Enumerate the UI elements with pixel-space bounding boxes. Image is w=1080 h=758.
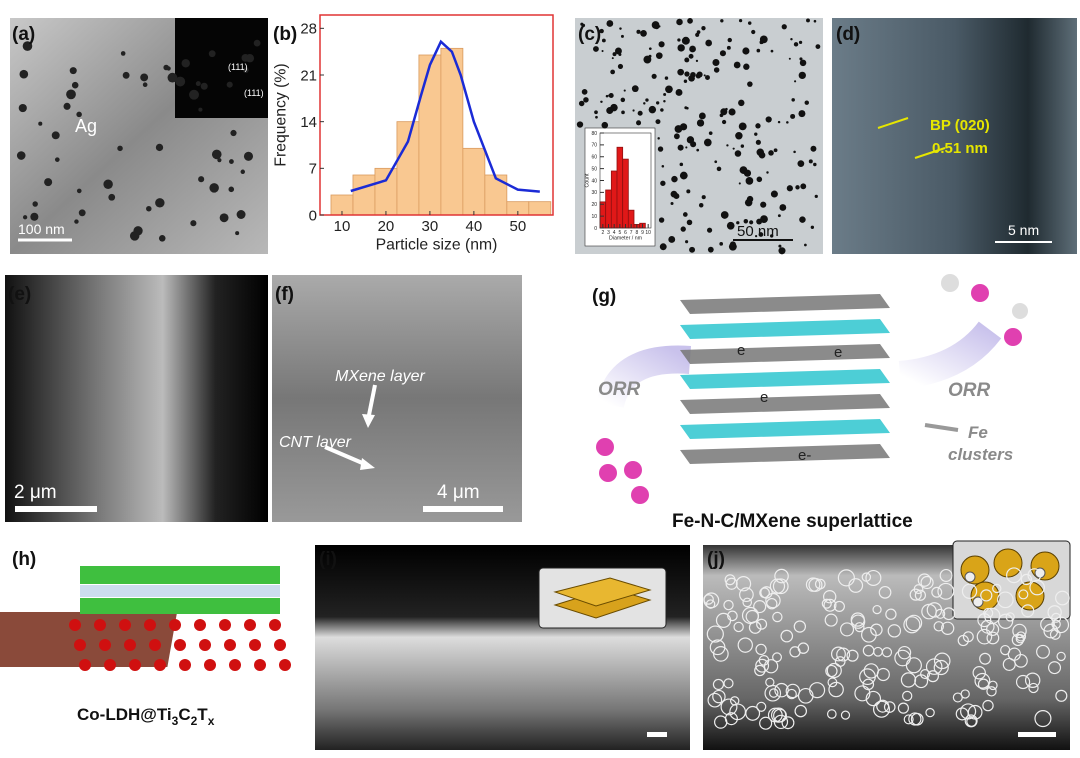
x-tick-label: 50 <box>509 218 526 235</box>
panel-label: (b) <box>273 24 297 45</box>
plane-label: BP (020) <box>930 117 990 134</box>
bar <box>528 201 552 216</box>
content: (a) (b) (c) (d) (e) (f) (g) (h) (i) (j) Ag 100 nm (1… <box>8 14 1039 728</box>
y-tick-label: 40 <box>591 178 597 184</box>
x-axis-label: Diameter / nm <box>609 236 643 242</box>
electron-label: e <box>834 344 842 361</box>
plot-frame <box>319 14 554 216</box>
reaction-label: ORR <box>948 380 991 401</box>
scale-label: 5 nm <box>1008 222 1039 238</box>
caption: Co-LDH@Ti3C2Tx <box>77 705 215 728</box>
fe-label: clusters <box>948 445 1013 464</box>
scale-label: 4 μm <box>437 482 480 503</box>
scale-label: 2 μm <box>14 482 57 503</box>
x-tick-label: 20 <box>378 218 395 235</box>
diffraction-label: (111) <box>228 62 248 72</box>
x-tick-label: 7 <box>630 230 633 236</box>
panel-label: (c) <box>578 24 601 45</box>
y-tick-label: 50 <box>591 166 597 172</box>
reaction-label: ORR <box>598 379 641 400</box>
layer-label: CNT layer <box>279 434 352 451</box>
caption-part: C <box>178 705 190 724</box>
panel-label: (f) <box>275 284 294 305</box>
panel-label: (g) <box>592 286 616 307</box>
fit-curve <box>350 39 540 193</box>
panel-label: (a) <box>12 24 35 45</box>
x-tick-label: 4 <box>613 230 616 236</box>
bar <box>610 170 618 229</box>
x-tick-label: 8 <box>635 230 638 236</box>
x-tick-label: 10 <box>645 230 651 236</box>
y-tick-label: 21 <box>300 67 317 84</box>
y-tick-label: 30 <box>591 190 597 196</box>
y-tick-label: 28 <box>300 21 317 38</box>
caption-part: x <box>208 714 215 728</box>
bar <box>622 158 629 229</box>
electron-label: e- <box>798 447 811 464</box>
x-tick-label: 3 <box>607 230 610 236</box>
y-tick-label: 0 <box>594 226 597 232</box>
bar <box>396 121 420 216</box>
x-tick-label: 2 <box>601 230 604 236</box>
spacing-label: 0.51 nm <box>932 140 988 157</box>
y-axis-label: Count <box>585 173 591 188</box>
x-axis-label: Particle size (nm) <box>376 237 498 254</box>
x-tick-label: 40 <box>466 218 483 235</box>
caption-part: T <box>197 705 208 724</box>
bar <box>352 174 376 216</box>
y-tick-label: 0 <box>309 207 317 224</box>
fe-label: Fe <box>968 423 988 442</box>
electron-label: e <box>760 389 768 406</box>
y-tick-label: 70 <box>591 143 597 149</box>
bar <box>374 167 398 216</box>
y-tick-label: 80 <box>591 131 597 137</box>
texture <box>16 17 1070 730</box>
diffraction-label: (111) <box>244 88 264 98</box>
panel-label: (e) <box>8 284 31 305</box>
bar <box>616 146 624 229</box>
panel-label: (j) <box>707 549 725 570</box>
layer-label: MXene layer <box>335 368 425 385</box>
panel-label: (h) <box>12 549 36 570</box>
material-label: Ag <box>75 116 97 136</box>
scale-label: 50 nm <box>737 223 779 240</box>
y-tick-label: 20 <box>591 202 597 208</box>
x-tick-label: 10 <box>334 218 351 235</box>
caption-part: Co-LDH@Ti <box>77 705 172 724</box>
y-tick-label: 14 <box>300 114 317 131</box>
x-tick-label: 9 <box>641 230 644 236</box>
y-tick-label: 7 <box>309 161 317 178</box>
bar <box>605 189 612 229</box>
y-tick-label: 60 <box>591 155 597 161</box>
electron-label: e <box>737 342 745 359</box>
bar <box>462 147 486 216</box>
panel-label: (i) <box>319 549 337 570</box>
chart: 0 7 14 21 28 10 20 30 40 50 Particle size (nm) Freq… <box>273 14 554 254</box>
caption-part: 2 <box>191 714 198 728</box>
x-tick-label: 6 <box>624 230 627 236</box>
x-tick-label: 5 <box>618 230 621 236</box>
caption-part: 3 <box>172 714 179 728</box>
x-tick-label: 30 <box>422 218 439 235</box>
bar <box>418 54 442 216</box>
caption: Fe-N-C/MXene superlattice <box>672 511 913 532</box>
scale-label: 100 nm <box>18 221 65 237</box>
y-axis-label: Frequency (%) <box>273 63 290 166</box>
y-tick-label: 10 <box>591 214 597 220</box>
panel-images <box>0 18 1077 750</box>
panel-label: (d) <box>836 24 860 45</box>
